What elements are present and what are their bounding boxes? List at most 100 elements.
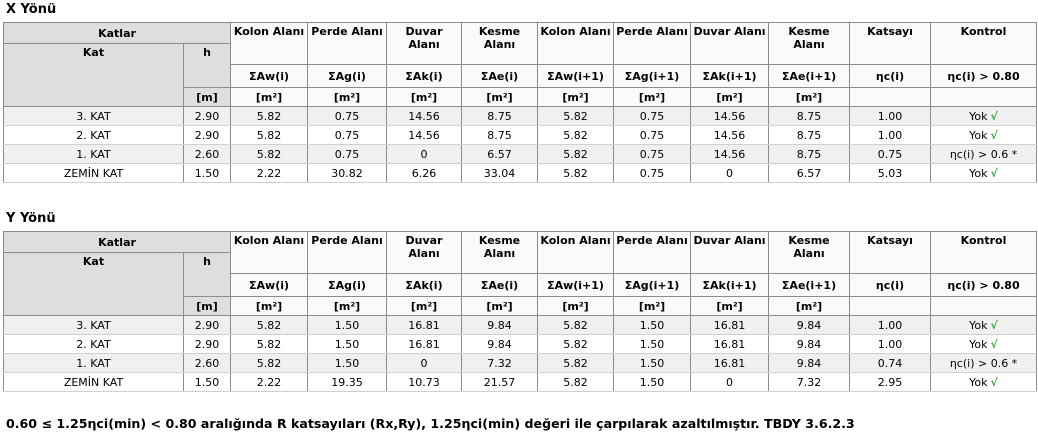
- check-icon: √: [990, 375, 998, 389]
- header-cell: ΣAw(i+1): [537, 273, 615, 297]
- header-cell: [m²]: [307, 296, 388, 316]
- header-cell: ΣAe(i+1): [768, 64, 851, 88]
- header-cell: ηc(i) > 0.80: [930, 64, 1038, 88]
- header-row: Kat h: [3, 252, 1037, 316]
- header-cell: Perde Alanı: [613, 22, 692, 65]
- cell: 2.95: [849, 372, 932, 392]
- cell: 7.32: [461, 353, 539, 373]
- cell: 2.90: [182, 334, 232, 354]
- header-cell: ΣAw(i): [230, 64, 309, 88]
- cell: 8.75: [461, 125, 539, 145]
- cell: 5.82: [230, 334, 309, 354]
- header-cell: [m²]: [386, 87, 463, 107]
- cell: 1.50: [307, 334, 388, 354]
- header-cell: Perde Alanı: [307, 231, 388, 274]
- header-cell: Kolon Alanı: [230, 231, 309, 274]
- column-name: Kesme Alanı: [478, 234, 521, 260]
- header-cell: [m²]: [613, 87, 692, 107]
- cell: 8.75: [768, 106, 851, 126]
- cell: 21.57: [461, 372, 539, 392]
- cell: 2.90: [182, 315, 232, 335]
- header-cell: ΣAe(i+1): [768, 273, 851, 297]
- header-cell: [m²]: [230, 296, 309, 316]
- header-cell: ΣAk(i+1): [690, 64, 770, 88]
- cell: 7.32: [768, 372, 851, 392]
- cell: 14.56: [386, 125, 463, 145]
- cell: 5.82: [537, 353, 615, 373]
- header-cell: ΣAe(i): [461, 64, 539, 88]
- cell: 5.82: [230, 106, 309, 126]
- cell: 5.82: [537, 372, 615, 392]
- header-row: [m] [m²] [m²] [m²] [m²] [m²] [m²] [m²] [m²]: [4, 296, 1038, 316]
- header-row: ΣAw(i) ΣAg(i) ΣAk(i) ΣAe(i) ΣAw(i+1) ΣAg(i+1)…: [4, 273, 1038, 297]
- check-icon: √: [990, 318, 998, 332]
- cell: 33.04: [461, 163, 539, 183]
- cell: 1.50: [613, 334, 692, 354]
- header-cell: [m²]: [690, 296, 770, 316]
- cell: Yok √: [930, 125, 1038, 145]
- cell: 5.82: [537, 163, 615, 183]
- header-cell: Duvar Alanı: [690, 22, 770, 65]
- header-cell: Kontrol: [930, 231, 1038, 274]
- header-cell: Kesme Alanı: [461, 231, 539, 274]
- check-icon: √: [990, 337, 998, 351]
- header-cell: [m²]: [461, 296, 539, 316]
- header-cell: Kesme Alanı: [768, 231, 851, 274]
- header-cell: [849, 296, 932, 316]
- cell: 1.50: [613, 315, 692, 335]
- status-text: Yok: [969, 166, 988, 180]
- cell: 5.03: [849, 163, 932, 183]
- status-text: Yok: [969, 128, 988, 142]
- cell: 3. KAT: [3, 315, 184, 335]
- column-name: Kesme Alanı: [788, 234, 830, 260]
- cell: 1.50: [613, 353, 692, 373]
- cell: 1.50: [307, 353, 388, 373]
- column-name: Katsayı: [867, 25, 913, 38]
- cell: 5.82: [537, 144, 615, 164]
- header-cell: [m²]: [613, 296, 692, 316]
- header-cell: ΣAg(i+1): [613, 273, 692, 297]
- cell: 3. KAT: [3, 106, 184, 126]
- header-cell: ΣAk(i): [386, 273, 463, 297]
- cell: 2.90: [182, 106, 232, 126]
- cell: 9.84: [768, 334, 851, 354]
- cell: 2.60: [182, 353, 232, 373]
- header-cell: ΣAe(i): [461, 273, 539, 297]
- header-cell: Duvar Alanı: [690, 231, 770, 274]
- cell: 0.75: [613, 106, 692, 126]
- cell: 1.00: [849, 125, 932, 145]
- cell: 5.82: [230, 144, 309, 164]
- header-cell: Perde Alanı: [613, 231, 692, 274]
- cell: 8.75: [461, 106, 539, 126]
- cell: 2.22: [230, 372, 309, 392]
- column-name: Duvar Alanı: [693, 25, 766, 38]
- data-row: 1. KAT 2.60 5.82 1.50 0 7.32 5.82 1.50 16.81 9.84…: [3, 353, 1038, 373]
- header-cell: Kontrol: [930, 22, 1038, 65]
- cell: 16.81: [690, 334, 770, 354]
- cell: 9.84: [768, 315, 851, 335]
- column-name: Kolon Alanı: [233, 25, 305, 38]
- header-cell: Kesme Alanı: [461, 22, 539, 65]
- column-name: Duvar Alanı: [405, 25, 443, 51]
- cell: 8.75: [768, 144, 851, 164]
- header-cell: ΣAk(i+1): [690, 273, 770, 297]
- cell: ZEMİN KAT: [3, 372, 184, 392]
- column-name: Perde Alanı: [616, 25, 688, 38]
- header-cell: Kolon Alanı: [537, 22, 615, 65]
- header-cell: h: [182, 252, 232, 297]
- table-body: Katlar Kolon Alanı Perde Alanı Duvar Alanı K…: [2, 22, 1038, 183]
- header-cell: Kat: [3, 252, 184, 316]
- column-name: Kontrol: [960, 234, 1007, 247]
- cell: 1.00: [849, 334, 932, 354]
- header-cell: Kat: [3, 43, 184, 107]
- check-icon: √: [990, 166, 998, 180]
- cell: 2. KAT: [3, 125, 184, 145]
- cell: ηc(i) > 0.6 *: [930, 144, 1038, 164]
- cell: 16.81: [690, 353, 770, 373]
- data-row: ZEMİN KAT 1.50 2.22 19.35 10.73 21.57 5.82 1.50…: [3, 372, 1038, 392]
- header-cell: [930, 296, 1038, 316]
- cell: 0.75: [613, 144, 692, 164]
- cell: 14.56: [690, 125, 770, 145]
- cell: 0.75: [307, 125, 388, 145]
- cell: 0: [386, 144, 463, 164]
